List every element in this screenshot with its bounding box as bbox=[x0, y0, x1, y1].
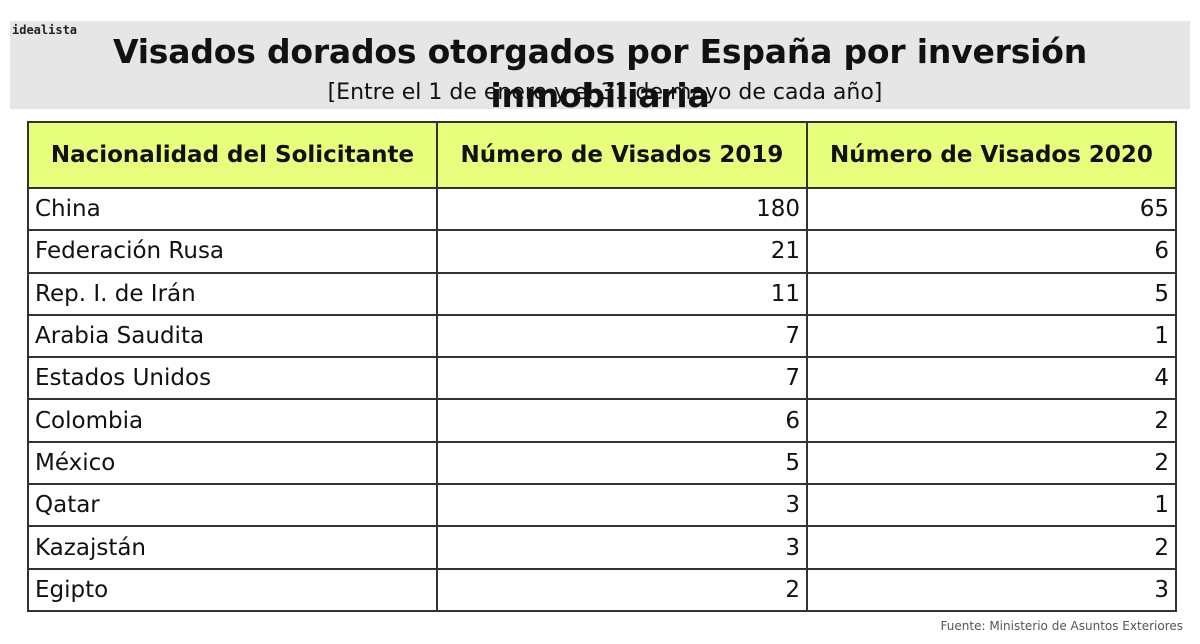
cell-nationality: China bbox=[27, 186, 438, 232]
column-header-2020: Número de Visados 2020 bbox=[806, 121, 1177, 189]
cell-nationality: Arabia Saudita bbox=[27, 313, 438, 359]
table-row: Egipto 2 3 bbox=[27, 567, 1177, 612]
cell-visas-2019: 180 bbox=[436, 186, 808, 232]
cell-visas-2019: 11 bbox=[436, 271, 808, 316]
cell-nationality: Qatar bbox=[27, 483, 438, 528]
table-row: México 5 2 bbox=[27, 440, 1177, 486]
chart-title: Visados dorados otorgados por España por… bbox=[112, 32, 1088, 115]
table-row: China 180 65 bbox=[27, 186, 1177, 232]
table-row: Federación Rusa 21 6 bbox=[27, 229, 1177, 274]
cell-visas-2019: 21 bbox=[436, 229, 808, 274]
cell-nationality: Estados Unidos bbox=[27, 356, 438, 401]
table-row: Arabia Saudita 7 1 bbox=[27, 313, 1177, 359]
cell-visas-2020: 6 bbox=[806, 229, 1177, 274]
cell-nationality: México bbox=[27, 440, 438, 486]
cell-visas-2020: 3 bbox=[806, 567, 1177, 612]
cell-visas-2019: 3 bbox=[436, 483, 808, 528]
column-header-2019: Número de Visados 2019 bbox=[436, 121, 808, 189]
visas-table: Nacionalidad del Solicitante Número de V… bbox=[27, 121, 1177, 612]
cell-visas-2020: 2 bbox=[806, 398, 1177, 443]
cell-visas-2019: 2 bbox=[436, 567, 808, 612]
table-header-row: Nacionalidad del Solicitante Número de V… bbox=[27, 121, 1177, 189]
cell-nationality: Rep. I. de Irán bbox=[27, 271, 438, 316]
table-row: Kazajstán 3 2 bbox=[27, 525, 1177, 570]
cell-nationality: Federación Rusa bbox=[27, 229, 438, 274]
cell-visas-2020: 4 bbox=[806, 356, 1177, 401]
cell-visas-2020: 1 bbox=[806, 483, 1177, 528]
title-band bbox=[10, 21, 1190, 109]
cell-nationality: Kazajstán bbox=[27, 525, 438, 570]
cell-visas-2019: 7 bbox=[436, 313, 808, 359]
table-row: Rep. I. de Irán 11 5 bbox=[27, 271, 1177, 316]
cell-visas-2020: 65 bbox=[806, 186, 1177, 232]
cell-nationality: Colombia bbox=[27, 398, 438, 443]
cell-visas-2019: 3 bbox=[436, 525, 808, 570]
table-row: Estados Unidos 7 4 bbox=[27, 356, 1177, 401]
source-note: Fuente: Ministerio de Asuntos Exteriores bbox=[940, 619, 1183, 633]
table-row: Qatar 3 1 bbox=[27, 483, 1177, 528]
chart-subtitle: [Entre el 1 de enero y el 31 de mayo de … bbox=[327, 80, 883, 105]
table-body: China 180 65 Federación Rusa 21 6 Rep. I. de I… bbox=[27, 186, 1177, 612]
column-header-nationality: Nacionalidad del Solicitante bbox=[27, 121, 438, 189]
cell-visas-2020: 2 bbox=[806, 525, 1177, 570]
cell-visas-2019: 7 bbox=[436, 356, 808, 401]
cell-visas-2020: 5 bbox=[806, 271, 1177, 316]
cell-visas-2019: 5 bbox=[436, 440, 808, 486]
brand-logo: idealista bbox=[12, 23, 78, 37]
cell-visas-2019: 6 bbox=[436, 398, 808, 443]
cell-visas-2020: 1 bbox=[806, 313, 1177, 359]
cell-visas-2020: 2 bbox=[806, 440, 1177, 486]
table-row: Colombia 6 2 bbox=[27, 398, 1177, 443]
cell-nationality: Egipto bbox=[27, 567, 438, 612]
